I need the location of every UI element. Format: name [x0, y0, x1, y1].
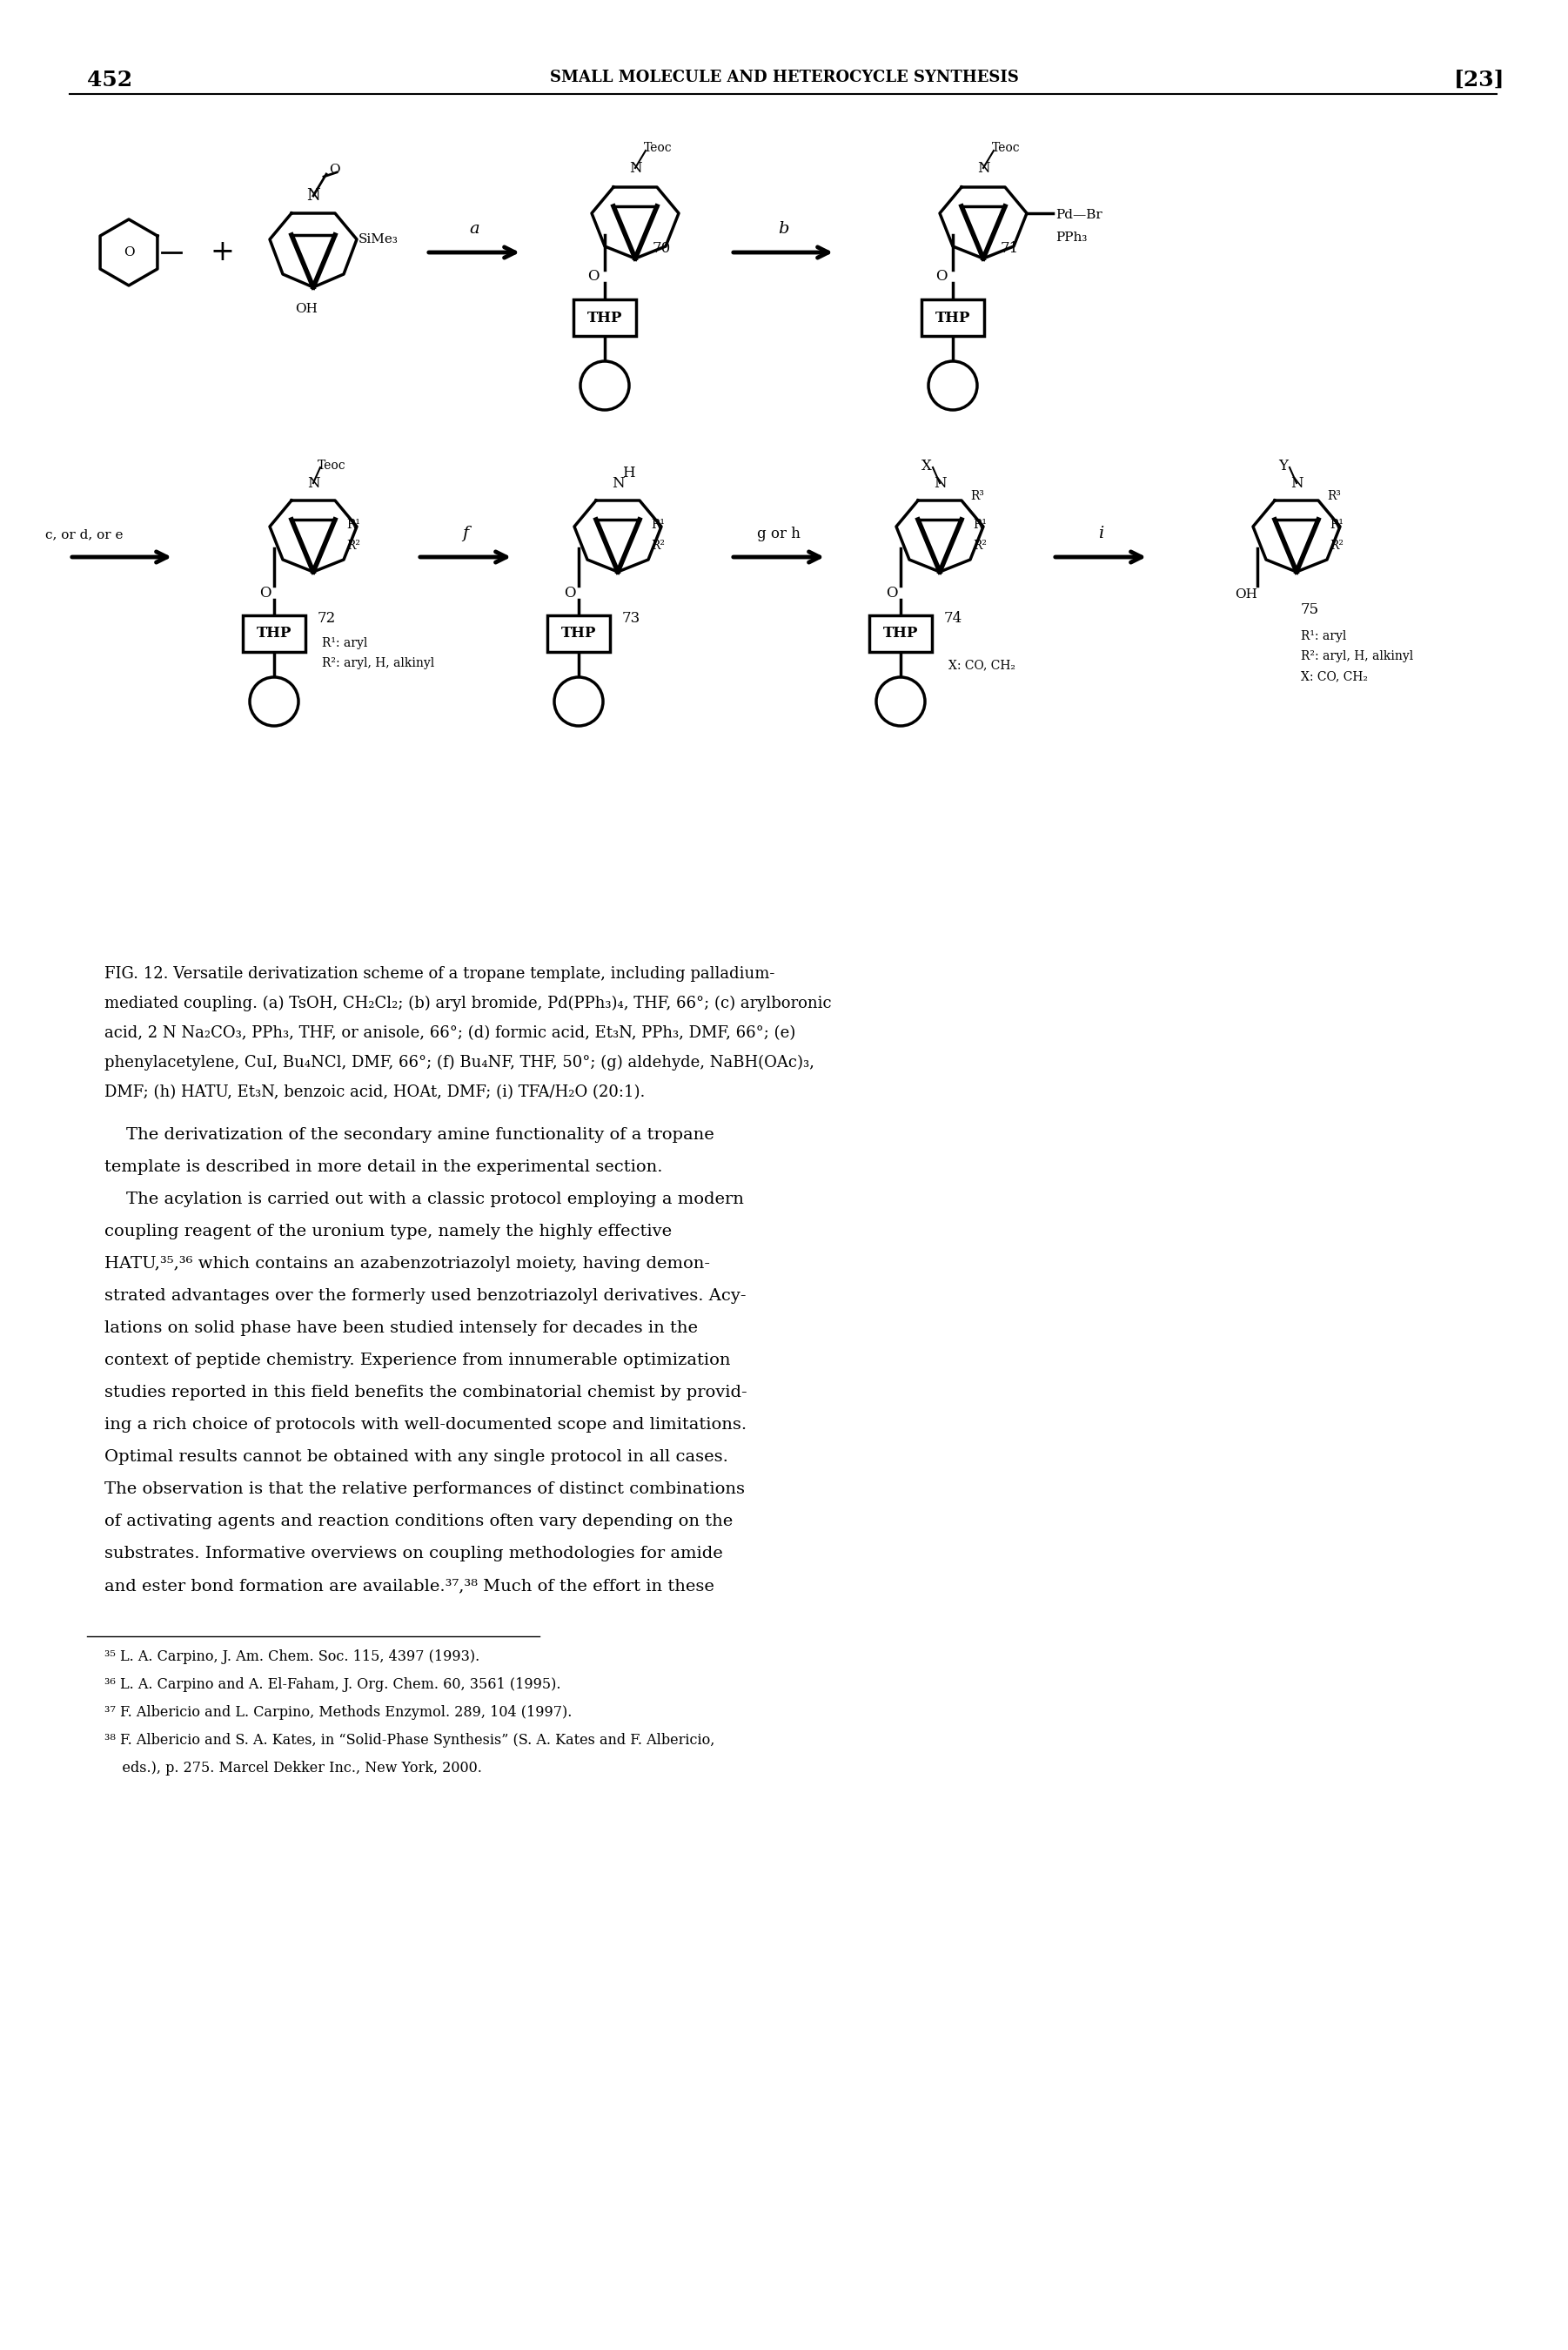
Text: mediated coupling. (a) TsOH, CH₂Cl₂; (b) aryl bromide, Pd(PPh₃)₄, THF, 66°; (c) : mediated coupling. (a) TsOH, CH₂Cl₂; (b)…	[105, 996, 831, 1010]
Text: SiMe₃: SiMe₃	[359, 233, 398, 244]
Text: X: CO, CH₂: X: CO, CH₂	[949, 658, 1016, 672]
Text: 74: 74	[944, 611, 963, 625]
Text: O: O	[260, 585, 271, 599]
Text: The observation is that the relative performances of distinct combinations: The observation is that the relative per…	[105, 1480, 745, 1497]
Text: N: N	[1290, 475, 1303, 491]
Text: +: +	[210, 237, 234, 266]
Text: R¹: aryl: R¹: aryl	[1301, 630, 1347, 642]
Text: R³: R³	[1327, 491, 1341, 503]
Text: N: N	[977, 160, 989, 176]
Text: R³: R³	[971, 491, 985, 503]
Text: N: N	[933, 475, 946, 491]
Text: i: i	[1098, 526, 1104, 541]
Text: Teoc: Teoc	[318, 461, 347, 472]
Text: f: f	[463, 526, 469, 541]
Bar	[869, 616, 931, 651]
Text: 70: 70	[652, 242, 671, 256]
Text: ³⁷ F. Albericio and L. Carpino, Methods Enzymol. 289, 104 (1997).: ³⁷ F. Albericio and L. Carpino, Methods …	[105, 1706, 572, 1720]
Text: and ester bond formation are available.³⁷,³⁸ Much of the effort in these: and ester bond formation are available.³…	[105, 1577, 715, 1593]
Text: OH: OH	[295, 303, 318, 315]
Text: coupling reagent of the uronium type, namely the highly effective: coupling reagent of the uronium type, na…	[105, 1224, 671, 1238]
Text: 452: 452	[86, 70, 132, 92]
Text: R²: R²	[347, 540, 361, 552]
Text: strated advantages over the formerly used benzotriazolyl derivatives. Acy-: strated advantages over the formerly use…	[105, 1288, 746, 1304]
Text: HATU,³⁵,³⁶ which contains an azabenzotriazolyl moiety, having demon-: HATU,³⁵,³⁶ which contains an azabenzotri…	[105, 1255, 710, 1271]
Text: context of peptide chemistry. Experience from innumerable optimization: context of peptide chemistry. Experience…	[105, 1354, 731, 1368]
Circle shape	[580, 362, 629, 409]
Text: N: N	[612, 475, 624, 491]
Circle shape	[249, 677, 298, 726]
Text: Y: Y	[1278, 458, 1289, 472]
Circle shape	[928, 362, 977, 409]
Text: Pd—Br: Pd—Br	[1055, 209, 1102, 221]
Text: a: a	[469, 221, 480, 237]
Text: R¹: R¹	[347, 519, 361, 531]
Text: O: O	[886, 585, 898, 599]
Text: R¹: R¹	[972, 519, 986, 531]
Text: THP: THP	[883, 625, 919, 642]
Text: THP: THP	[586, 310, 622, 324]
Text: ³⁸ F. Albericio and S. A. Kates, in “Solid-Phase Synthesis” (S. A. Kates and F. : ³⁸ F. Albericio and S. A. Kates, in “Sol…	[105, 1732, 715, 1748]
Text: R¹: aryl: R¹: aryl	[321, 637, 367, 649]
Text: 71: 71	[1000, 242, 1019, 256]
Text: 75: 75	[1301, 602, 1319, 618]
Text: Optimal results cannot be obtained with any single protocol in all cases.: Optimal results cannot be obtained with …	[105, 1450, 728, 1464]
Text: R²: R²	[651, 540, 665, 552]
Text: phenylacetylene, CuI, Bu₄NCl, DMF, 66°; (f) Bu₄NF, THF, 50°; (g) aldehyde, NaBH(: phenylacetylene, CuI, Bu₄NCl, DMF, 66°; …	[105, 1055, 814, 1072]
Text: acid, 2 N Na₂CO₃, PPh₃, THF, or anisole, 66°; (d) formic acid, Et₃N, PPh₃, DMF, : acid, 2 N Na₂CO₃, PPh₃, THF, or anisole,…	[105, 1025, 795, 1041]
Text: O: O	[124, 247, 135, 258]
Text: O: O	[936, 268, 947, 284]
Bar	[922, 298, 985, 336]
Circle shape	[877, 677, 925, 726]
Text: SMALL MOLECULE AND HETEROCYCLE SYNTHESIS: SMALL MOLECULE AND HETEROCYCLE SYNTHESIS	[549, 70, 1019, 85]
Text: [23]: [23]	[1454, 70, 1505, 92]
Text: substrates. Informative overviews on coupling methodologies for amide: substrates. Informative overviews on cou…	[105, 1546, 723, 1560]
Text: PPh₃: PPh₃	[1055, 233, 1087, 244]
Text: X: CO, CH₂: X: CO, CH₂	[1301, 670, 1367, 681]
Text: of activating agents and reaction conditions often vary depending on the: of activating agents and reaction condit…	[105, 1513, 732, 1530]
Text: H: H	[622, 465, 635, 479]
Text: FIG. 12. Versatile derivatization scheme of a tropane template, including pallad: FIG. 12. Versatile derivatization scheme…	[105, 966, 775, 982]
Text: Teoc: Teoc	[644, 141, 673, 155]
Text: R²: R²	[1330, 540, 1344, 552]
Text: c, or d, or e: c, or d, or e	[45, 529, 124, 540]
Text: N: N	[629, 160, 641, 176]
Circle shape	[554, 677, 604, 726]
Text: THP: THP	[257, 625, 292, 642]
Text: O: O	[564, 585, 575, 599]
Text: ing a rich choice of protocols with well-documented scope and limitations.: ing a rich choice of protocols with well…	[105, 1417, 746, 1434]
Text: template is described in more detail in the experimental section.: template is described in more detail in …	[105, 1159, 663, 1175]
Text: studies reported in this field benefits the combinatorial chemist by provid-: studies reported in this field benefits …	[105, 1384, 746, 1401]
Text: 72: 72	[318, 611, 336, 625]
Text: Teoc: Teoc	[993, 141, 1021, 155]
Text: ³⁵ L. A. Carpino, J. Am. Chem. Soc. 115, 4397 (1993).: ³⁵ L. A. Carpino, J. Am. Chem. Soc. 115,…	[105, 1650, 480, 1664]
Text: O: O	[329, 165, 340, 176]
Text: THP: THP	[935, 310, 971, 324]
Bar	[547, 616, 610, 651]
Text: R²: aryl, H, alkinyl: R²: aryl, H, alkinyl	[1301, 651, 1413, 663]
Text: N: N	[307, 475, 320, 491]
Text: ³⁶ L. A. Carpino and A. El-Faham, J. Org. Chem. 60, 3561 (1995).: ³⁶ L. A. Carpino and A. El-Faham, J. Org…	[105, 1678, 561, 1692]
Text: X: X	[922, 458, 931, 472]
Text: The derivatization of the secondary amine functionality of a tropane: The derivatization of the secondary amin…	[105, 1128, 713, 1142]
Text: THP: THP	[561, 625, 596, 642]
Text: R¹: R¹	[651, 519, 665, 531]
Text: The acylation is carried out with a classic protocol employing a modern: The acylation is carried out with a clas…	[105, 1191, 743, 1208]
Text: OH: OH	[1234, 588, 1258, 602]
Text: O: O	[588, 268, 599, 284]
Text: b: b	[778, 221, 789, 237]
Text: lations on solid phase have been studied intensely for decades in the: lations on solid phase have been studied…	[105, 1321, 698, 1337]
Bar	[243, 616, 306, 651]
Text: eds.), p. 275. Marcel Dekker Inc., New York, 2000.: eds.), p. 275. Marcel Dekker Inc., New Y…	[105, 1760, 481, 1777]
Text: 73: 73	[622, 611, 641, 625]
Text: R²: aryl, H, alkinyl: R²: aryl, H, alkinyl	[321, 658, 434, 670]
Text: N: N	[306, 188, 320, 204]
Text: DMF; (h) HATU, Et₃N, benzoic acid, HOAt, DMF; (i) TFA/H₂O (20:1).: DMF; (h) HATU, Et₃N, benzoic acid, HOAt,…	[105, 1083, 644, 1100]
Bar	[574, 298, 637, 336]
Text: R¹: R¹	[1330, 519, 1344, 531]
Text: g or h: g or h	[757, 526, 801, 541]
Text: R²: R²	[972, 540, 986, 552]
